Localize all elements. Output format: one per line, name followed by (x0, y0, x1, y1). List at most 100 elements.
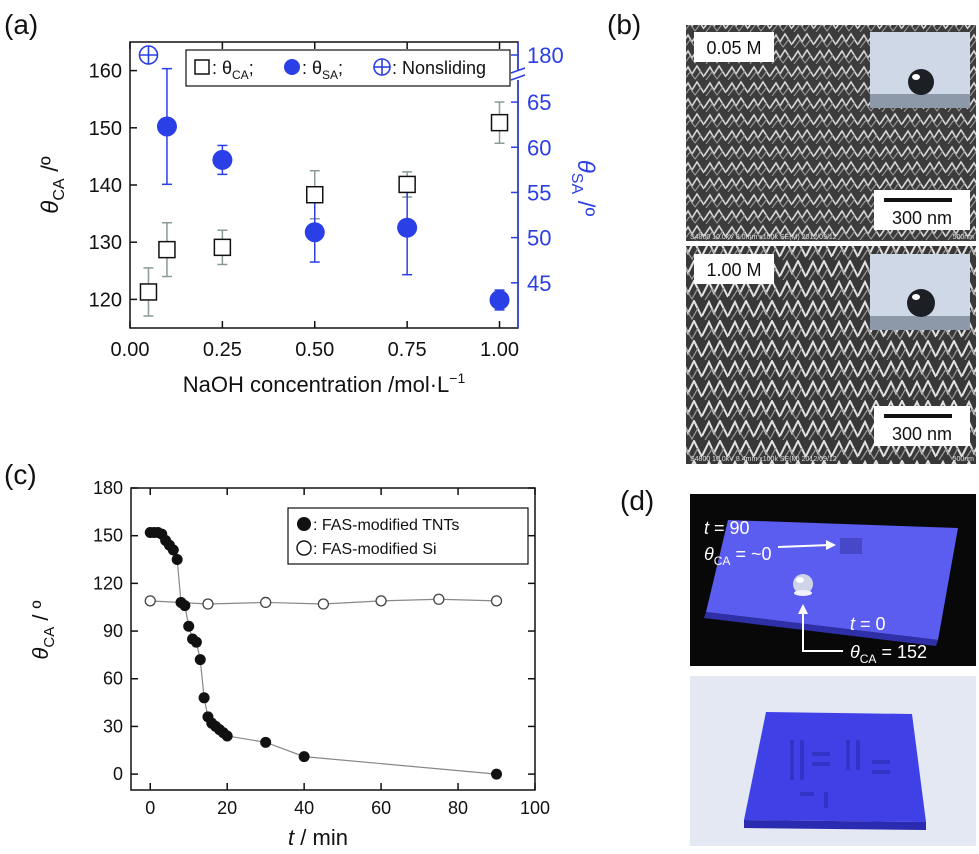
substrate-bottom (744, 712, 926, 822)
chart-a-left-axis-sub: CA (51, 178, 68, 201)
chart-a-x-tick-label: 1.00 (480, 339, 519, 361)
wetted-spot (840, 538, 862, 554)
chart-c-x-tick-label: 80 (448, 798, 468, 818)
chart-c-y-tick-label: 60 (103, 669, 123, 689)
legend-entry-nonsliding: : Nonsliding (392, 58, 486, 78)
chart-a-right-axis-symbol: θ (572, 160, 599, 173)
chart-a-left-tick-label: 130 (89, 232, 122, 254)
chart-c-y-tick-label: 90 (103, 621, 123, 641)
chart-c-x-tick-label: 20 (217, 798, 237, 818)
theta-sa-point (304, 222, 325, 243)
chart-c-y-axis-label: θCA / º (28, 600, 58, 659)
sem-panel: 0.05 M 300 nm S4800 10.0kV 8.0mm x100k S… (686, 25, 976, 464)
theta-sa-point (397, 217, 418, 238)
theta-ca-point (139, 283, 158, 301)
chart-a-axis-break-mark (510, 74, 526, 81)
label-theta-right: θCA = 152 (850, 642, 927, 666)
sem-bottom-label-box (694, 254, 774, 284)
chart-c-frame (130, 487, 536, 791)
chart-a-right-axis-sub: SA (568, 173, 585, 195)
chart-a-axis-break-gap (512, 70, 524, 80)
sem-top-scalebar-box (874, 190, 970, 230)
legend-tnts-marker (297, 517, 311, 531)
theta-sa-point (212, 149, 233, 170)
substrate-top (706, 520, 958, 640)
sem-top-scalebar-text: 300 nm (892, 208, 952, 228)
chart-a-right-tick-label: 65 (527, 90, 551, 115)
sem-bottom-scalebar-text: 300 nm (892, 424, 952, 444)
chart-c-legend-box (287, 507, 529, 565)
chart-a-axis-break-mark (510, 67, 526, 74)
legend-si-marker (296, 540, 312, 556)
series-tnts-point (179, 600, 191, 612)
series-si-point (375, 595, 387, 607)
chart-c-y-tick-label: 30 (103, 716, 123, 736)
sem-bottom-caption: S4800 10.0kV 8.4mm x100k SE(M) 2012/09/1… (690, 456, 837, 463)
series-tnts-point (298, 751, 310, 763)
chart-a-right-axis-unit: /º (572, 194, 599, 216)
chart-a-x-tick-label: 0.50 (295, 339, 334, 361)
chart-a-x-axis-label-text: NaOH concentration /mol·L (183, 372, 450, 397)
series-tnts-point (221, 730, 233, 742)
chart-a-left-tick-label: 140 (89, 175, 122, 197)
chart-c-x-tick-label: 0 (145, 798, 155, 818)
theta-sa-point (489, 289, 510, 310)
chart-a-left-axis-unit: /º (37, 156, 64, 178)
chart-a-left-tick-label: 120 (89, 289, 122, 311)
chart-c-y-tick-label: 0 (113, 764, 123, 784)
sem-bottom-caption-right: 500nm (953, 456, 975, 463)
chart-a-right-axis-label: θSA /º (568, 160, 599, 217)
series-si-point (317, 598, 330, 610)
legend-si-label: : FAS-modified Si (313, 541, 437, 558)
chart-a-legend-box (185, 49, 511, 87)
legend-open-square-marker (194, 59, 210, 75)
sem-bottom-label: 1.00 M (706, 260, 761, 280)
theta-ca-point (158, 240, 176, 259)
panel-label-c: (c) (4, 459, 37, 490)
chart-c-x-tick-label: 60 (371, 798, 391, 818)
series-tnts-point (198, 692, 210, 704)
chart-a-right-tick-label: 60 (527, 135, 551, 160)
series-si-point (260, 596, 272, 609)
photo-d: t = 90 θCA = ~0 t = 0 θCA = 152 (690, 494, 976, 846)
series-tnts-point (190, 636, 202, 648)
chart-a-x-axis-label-sup: −1 (449, 370, 465, 386)
sem-top-label-box (694, 32, 774, 62)
chart-a-left-axis-label: θCA /º (37, 156, 68, 214)
arrow-t90 (777, 544, 831, 548)
chart-a: 0.00 0.25 0.50 0.75 1.00 120 130 140 150 160 45 5… (37, 41, 599, 397)
series-tnts-point (171, 554, 183, 566)
legend-entry-theta-sa: : θSA; (302, 58, 343, 82)
arrow-t0 (802, 612, 843, 652)
chart-a-left-axis-symbol: θ (37, 201, 64, 214)
panel-label-b: (b) (607, 9, 641, 40)
sem-top-label: 0.05 M (706, 38, 761, 58)
legend-crossed-circle-marker (373, 58, 391, 76)
chart-a-right-tick-label: 50 (527, 226, 551, 251)
chart-a-left-tick-label: 160 (89, 61, 122, 83)
legend-tnts-label: : FAS-modified TNTs (313, 517, 459, 534)
chart-a-right-tick-label: 180 (527, 43, 564, 68)
chart-c-y-tick-label: 150 (93, 526, 123, 546)
series-tnts-point (167, 544, 179, 556)
theta-ca-point (306, 185, 324, 204)
chart-a-right-tick-label: 45 (527, 271, 551, 296)
series-tnts-line (150, 531, 497, 775)
sem-top-caption: S4800 10.0kV 8.0mm x100k SE(M) 2012/09/1… (690, 234, 837, 241)
theta-ca-point (213, 238, 232, 257)
chart-a-right-tick-label: 55 (527, 180, 551, 205)
series-si-point (433, 593, 445, 605)
series-si-point (202, 598, 214, 610)
sem-bottom-scalebar-box (874, 406, 970, 446)
chart-c-y-tick-label: 180 (93, 478, 123, 498)
theta-ca-point (398, 175, 416, 194)
chart-a-legend: : θCA; : θSA; : Nonsliding (185, 49, 511, 87)
series-tnts-point (260, 736, 272, 748)
chart-a-left-tick-label: 150 (89, 118, 122, 140)
substrate-pattern (790, 740, 890, 808)
chart-a-x-axis-label: NaOH concentration /mol·L−1 (183, 370, 466, 397)
legend-filled-circle-marker (284, 59, 300, 75)
chart-c: 0 20 40 60 80 100 0 30 60 90 120 150 180 : FAS-modi… (28, 478, 550, 850)
chart-c-x-tick-label: 100 (520, 798, 550, 818)
